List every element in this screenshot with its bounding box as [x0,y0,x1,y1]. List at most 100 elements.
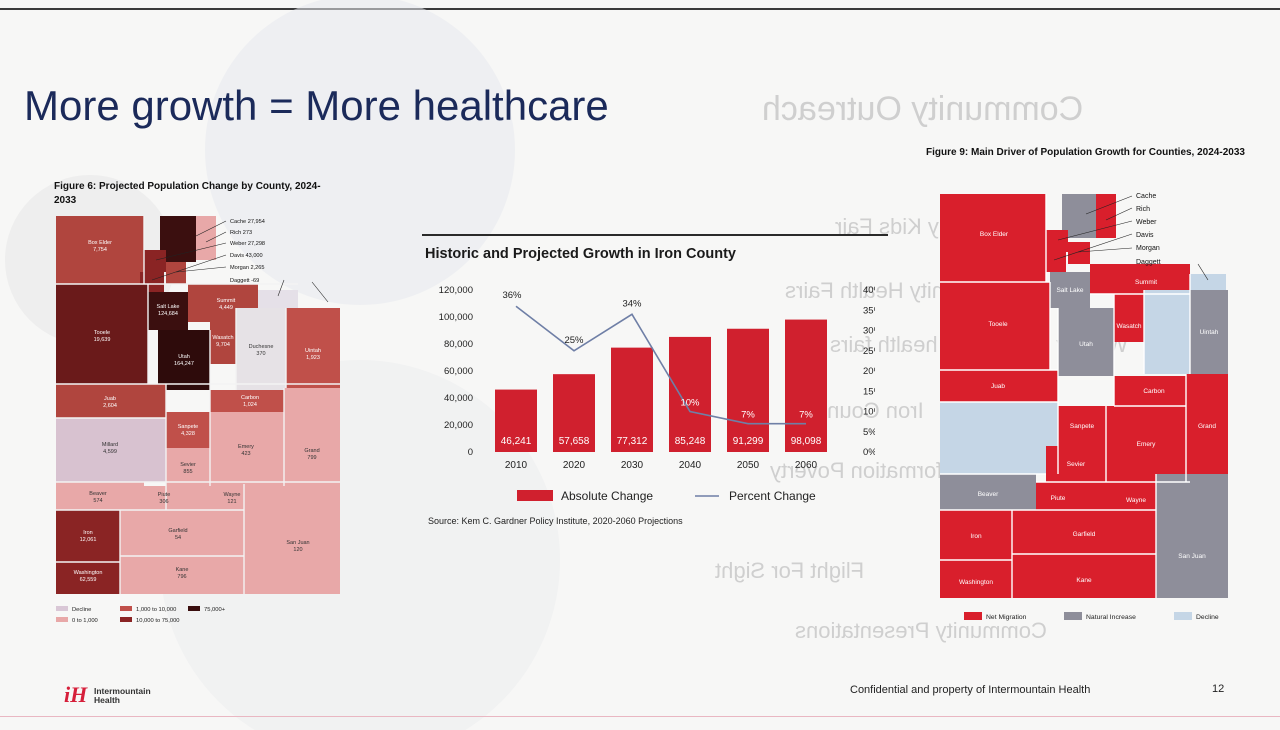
y-right-tick-label: 5% [863,427,875,438]
county-garfield [120,510,244,556]
county-grand [284,388,340,484]
callout-davis: Davis [1136,232,1154,239]
county-rich [1096,194,1116,238]
y-left-tick-label: 40,000 [444,393,473,404]
county-iron [56,510,120,562]
county-label: Kane [1076,577,1092,584]
county-label: Summit [217,298,236,304]
confidential-footer: Confidential and property of Intermounta… [850,684,1091,696]
county-value: 4,328 [181,431,195,437]
slide-title: More growth = More healthcare [24,82,609,129]
bar-value-label: 98,098 [791,436,822,447]
county-label: San Juan [286,540,309,546]
county-piute [144,486,184,510]
county-iron [940,510,1012,560]
legend-label-percent: Percent Change [729,489,816,503]
county-weber [144,250,166,272]
county-value: 19,639 [94,337,111,343]
county-label: Juab [991,383,1005,390]
county-emery [210,412,284,486]
county-daggett [258,290,298,308]
county-label: Beaver [89,491,107,497]
county-value: 120 [293,547,302,553]
county-value: 62,559 [80,577,97,583]
callout-rich: Rich [1136,206,1150,213]
legend-label: 10,000 to 75,000 [136,618,180,624]
legend-label: 1,000 to 10,000 [136,607,176,613]
county-morgan [166,262,186,284]
county-garfield [1012,510,1156,554]
percent-label: 7% [741,410,755,421]
legend-label: Net Migration [986,614,1027,621]
county-box-elder [940,194,1046,282]
bar [553,374,595,452]
intermountain-logo: iH Intermountain Health [64,682,174,712]
county-emery [1106,406,1186,482]
county-washington [940,560,1012,598]
county-label: Utah [178,354,190,360]
callout-cache: Cache 27,954 [230,219,265,225]
county-morgan [1068,242,1090,264]
county-salt-lake [148,292,188,330]
county-rich [196,216,216,260]
bar [785,319,827,452]
county-grand [1186,374,1228,474]
county-duchesne [1144,290,1190,374]
county-weber [1046,230,1068,252]
legend-label: 75,000+ [204,607,226,613]
percent-label: 25% [564,335,584,346]
county-label: Garfield [1073,531,1096,538]
county-label: Wasatch [1116,323,1141,330]
y-left-tick-label: 0 [468,447,473,458]
county-value: 4,599 [103,449,117,455]
county-carbon [1114,376,1194,406]
county-label: Juab [104,396,116,402]
county-label: Box Elder [88,240,112,246]
county-label: Tooele [988,321,1008,328]
county-value: 9,704 [216,342,230,348]
county-summit [1090,264,1190,294]
y-left-tick-label: 120,000 [439,285,473,296]
percent-label: 7% [799,410,813,421]
county-sevier [1046,446,1106,482]
county-beaver [940,474,1036,510]
county-value: 855 [183,469,192,475]
y-right-tick-label: 15% [863,386,875,397]
county-juab [940,370,1058,402]
county-label: Box Elder [980,231,1009,238]
y-right-tick-label: 30% [863,326,875,337]
county-label: Iron [970,533,982,540]
county-washington [56,562,120,594]
ghost-item: Flight For Sight [715,558,865,583]
county-daggett [1190,274,1226,290]
county-duchesne [236,308,286,390]
county-kane [1012,554,1156,598]
county-value: 164,247 [174,361,194,367]
county-wasatch [1114,294,1144,342]
county-label: Sevier [1067,461,1086,468]
iron-county-chart: 0 20,000 40,000 60,000 80,000 100,000 120,000 0… [439,285,875,503]
county-value: 7,754 [93,247,107,253]
right-map-title: Figure 9: Main Driver of Population Grow… [926,147,1245,158]
county-label: Wayne [224,492,241,498]
y-right-tick-label: 40% [863,285,875,296]
county-label: Beaver [978,491,999,498]
county-value: 306 [159,499,168,505]
county-label: Emery [238,444,254,450]
legend-label: Natural Increase [1086,614,1136,621]
top-rule [0,8,1280,10]
county-label: Salt Lake [1056,287,1083,294]
county-value: 574 [93,498,102,504]
county-label: Washington [959,579,993,586]
x-tick-label: 2060 [795,460,818,471]
left-map-title: Figure 6: Projected Population Change by… [54,181,321,206]
y-right-tick-label: 0% [863,447,875,458]
county-label: Utah [1079,341,1093,348]
county-label: Wasatch [212,335,233,341]
y-right-tick-label: 35% [863,305,875,316]
y-left-tick-label: 20,000 [444,420,473,431]
y-right-tick-label: 20% [863,366,875,377]
legend-swatch [188,606,200,611]
page-number: 12 [1212,683,1225,695]
